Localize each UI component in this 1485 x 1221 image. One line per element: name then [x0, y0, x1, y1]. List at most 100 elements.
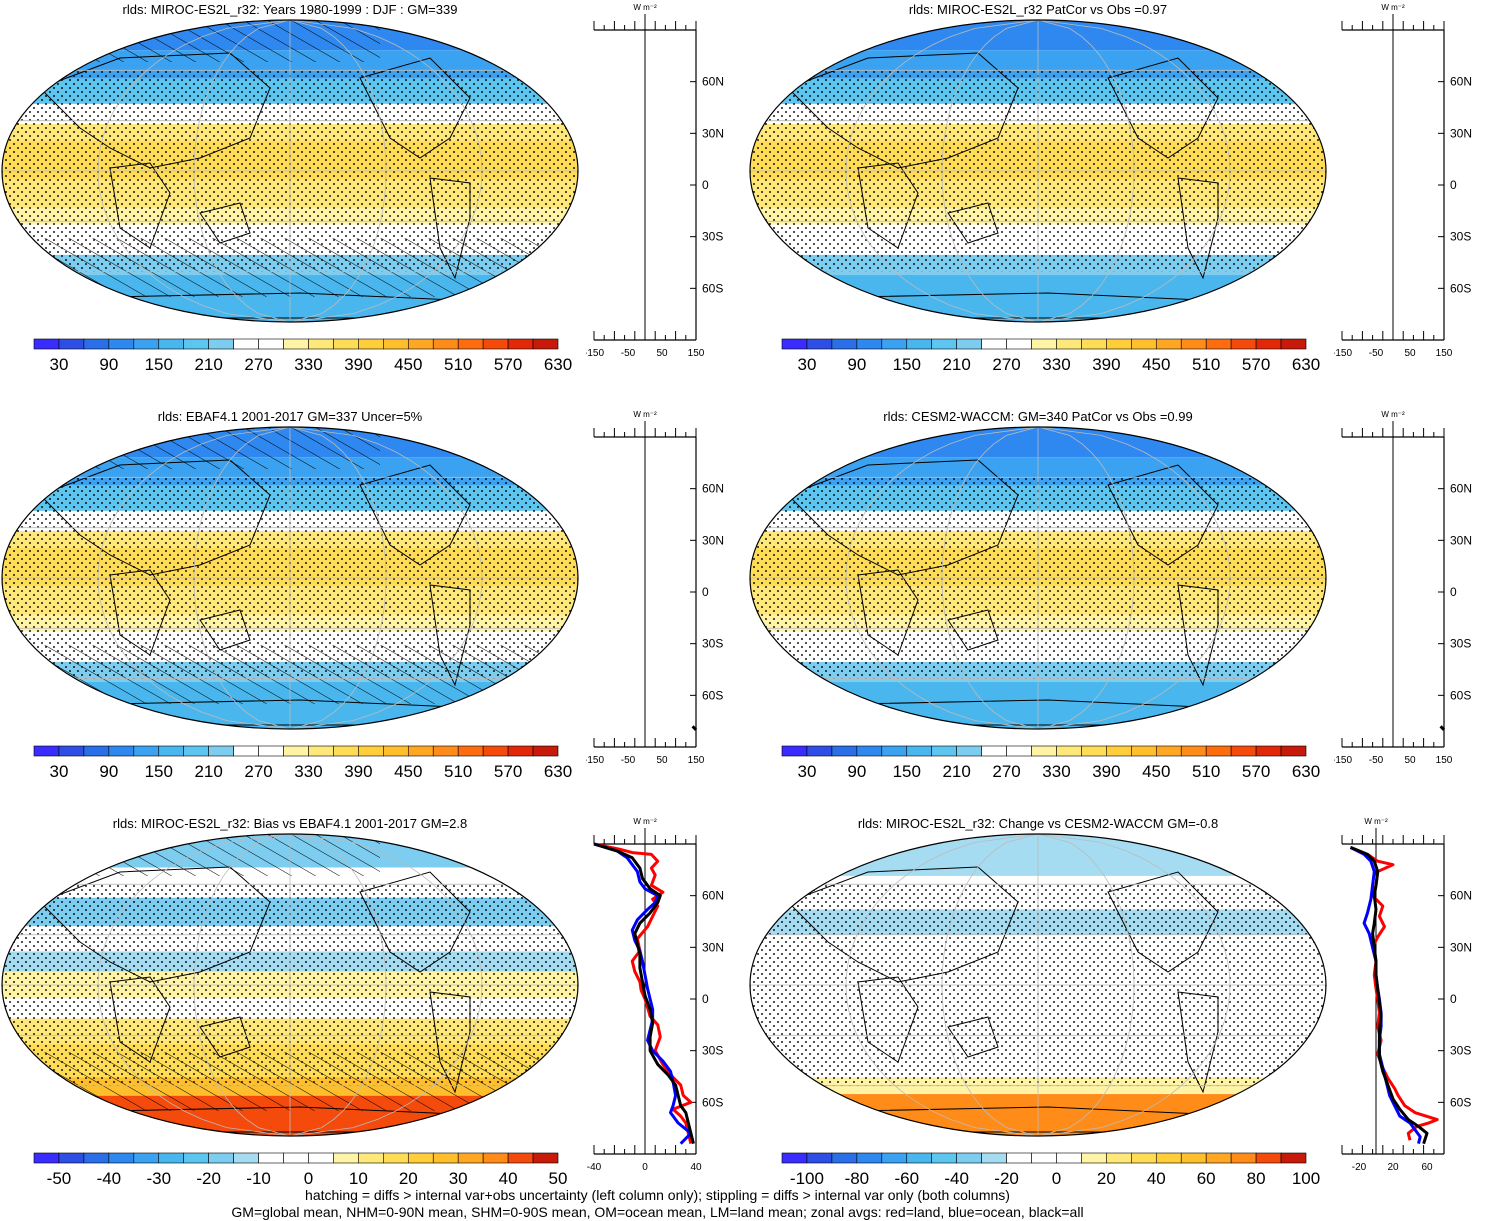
colorbar-swatch: [931, 338, 957, 350]
colorbar-swatch: [956, 1152, 982, 1164]
zonal-lat-label: 60N: [1450, 482, 1472, 496]
colorbar-swatch: [233, 338, 259, 350]
colorbar-tick-label: 150: [145, 355, 173, 374]
zonal-lat-label: 30N: [1450, 126, 1472, 140]
colorbar-swatch: [1081, 338, 1107, 350]
colorbar-swatch: [1280, 338, 1307, 350]
colorbar-swatch: [233, 1152, 259, 1164]
zonal-xtick-label: 50: [1404, 348, 1416, 359]
zonal-xtick-label: -50: [1369, 348, 1384, 359]
colorbar-swatch: [881, 1152, 908, 1164]
colorbar-tick-label: -80: [845, 1169, 870, 1188]
colorbar-swatch: [58, 338, 85, 350]
colorbar-tick-label: 20: [1097, 1169, 1116, 1188]
graticule-lon: [941, 427, 1039, 729]
map-plot: [1, 19, 579, 323]
zonal-lat-label: 60N: [702, 482, 724, 496]
colorbar-tick-label: -20: [994, 1169, 1019, 1188]
map-plot: [1, 833, 579, 1137]
zonal-lat-label: 60N: [702, 889, 724, 903]
colorbar-swatch: [1155, 1152, 1182, 1164]
panel-reference-model: rlds: CESM2-WACCM: GM=340 PatCor vs Obs …: [748, 407, 1485, 814]
zonal-mean-plot: W m⁻² -40 0 40 60N 30N 0 30S 60S: [587, 817, 724, 1173]
colorbar-swatch: [407, 338, 434, 350]
colorbar-tick-label: -30: [146, 1169, 171, 1188]
colorbar-swatch: [1230, 338, 1257, 350]
colorbar-tick-label: 210: [942, 355, 970, 374]
zonal-lat-label: 60S: [702, 281, 723, 295]
zonal-xtick-label: 50: [656, 348, 668, 359]
map-border: [1, 19, 579, 323]
graticule-lon: [289, 834, 483, 1136]
colorbar-swatch: [532, 1152, 559, 1164]
zonal-lat-label: 60S: [1450, 688, 1471, 702]
colorbar-swatch: [1081, 1152, 1107, 1164]
colorbar-swatch: [83, 338, 110, 350]
colorbar-swatch: [1255, 338, 1282, 350]
colorbar-tick-label: 30: [797, 355, 816, 374]
colorbar-tick-label: 330: [1042, 355, 1070, 374]
colorbar-swatch: [831, 1152, 858, 1164]
zonal-lat-label: 30S: [1450, 230, 1471, 244]
zonal-mean-plot: W m⁻² -150 -50 50 150 60N 30N 0 30S 60S: [1334, 410, 1472, 766]
colorbar-swatch: [432, 338, 459, 350]
zonal-lat-label: 30N: [702, 126, 724, 140]
colorbar-swatch: [383, 338, 409, 350]
colorbar-swatch: [258, 1152, 284, 1164]
colorbar-swatch: [507, 1152, 534, 1164]
colorbar-swatch: [333, 745, 359, 757]
graticule-lon: [289, 834, 387, 1136]
zonal-xtick-label: 150: [1436, 348, 1453, 359]
zonal-xtick-label: -40: [587, 1162, 602, 1173]
colorbar-swatch: [333, 1152, 359, 1164]
colorbar-tick-label: 390: [344, 762, 372, 781]
colorbar-tick-label: 50: [549, 1169, 568, 1188]
colorbar-swatch: [856, 1152, 883, 1164]
zonal-lat-label: 0: [702, 992, 709, 1006]
colorbar-swatch: [457, 1152, 484, 1164]
graticule-lon: [941, 834, 1039, 1136]
map-border: [749, 833, 1327, 1137]
zonal-lat-label: 30N: [1450, 940, 1472, 954]
graticule-lon: [1037, 834, 1231, 1136]
colorbar-swatch: [906, 1152, 933, 1164]
colorbar-swatch: [856, 338, 883, 350]
zonal-unit-label: W m⁻²: [1381, 410, 1405, 419]
map-border: [1, 426, 579, 730]
colorbar-swatch: [308, 338, 334, 350]
colorbar-tick-label: -50: [47, 1169, 72, 1188]
colorbar: 30 90 150 210 270 330 390 450 510 570 630: [781, 745, 1320, 781]
map-plot: [749, 833, 1327, 1137]
colorbar-swatch: [407, 745, 434, 757]
colorbar-tick-label: 390: [344, 355, 372, 374]
zonal-lat-label: 0: [1450, 992, 1457, 1006]
colorbar-swatch: [457, 745, 484, 757]
colorbar-swatch: [358, 1152, 384, 1164]
colorbar-swatch: [956, 338, 982, 350]
colorbar-swatch: [906, 745, 933, 757]
colorbar-swatch: [83, 745, 110, 757]
zonal-mean-line: [691, 725, 698, 731]
colorbar-swatch: [208, 1152, 234, 1164]
panel-title: rlds: MIROC-ES2L_r32: Change vs CESM2-WA…: [857, 816, 1219, 831]
zonal-xtick-label: -150: [1334, 348, 1352, 359]
zonal-xtick-label: 40: [690, 1162, 702, 1173]
colorbar-swatch: [931, 745, 957, 757]
map-border: [1, 833, 579, 1137]
colorbar-swatch: [308, 745, 334, 757]
colorbar-swatch: [881, 338, 908, 350]
colorbar-tick-label: -10: [246, 1169, 271, 1188]
colorbar-swatch: [1280, 745, 1307, 757]
colorbar-swatch: [1255, 745, 1282, 757]
zonal-lat-label: 60N: [1450, 75, 1472, 89]
zonal-xtick-label: 150: [688, 755, 705, 766]
panel-model-climatology: rlds: MIROC-ES2L_r32: Years 1980-1999 : …: [0, 0, 742, 407]
colorbar-tick-label: 270: [244, 355, 272, 374]
map-border: [749, 19, 1327, 323]
colorbar-tick-label: 570: [1242, 355, 1270, 374]
panel-model-patcor: rlds: MIROC-ES2L_r32 PatCor vs Obs =0.97…: [748, 0, 1485, 407]
colorbar-swatch: [1180, 338, 1207, 350]
colorbar-tick-label: 270: [992, 355, 1020, 374]
graticule-lon: [289, 427, 387, 729]
panel-title: rlds: MIROC-ES2L_r32: Years 1980-1999 : …: [122, 2, 458, 17]
